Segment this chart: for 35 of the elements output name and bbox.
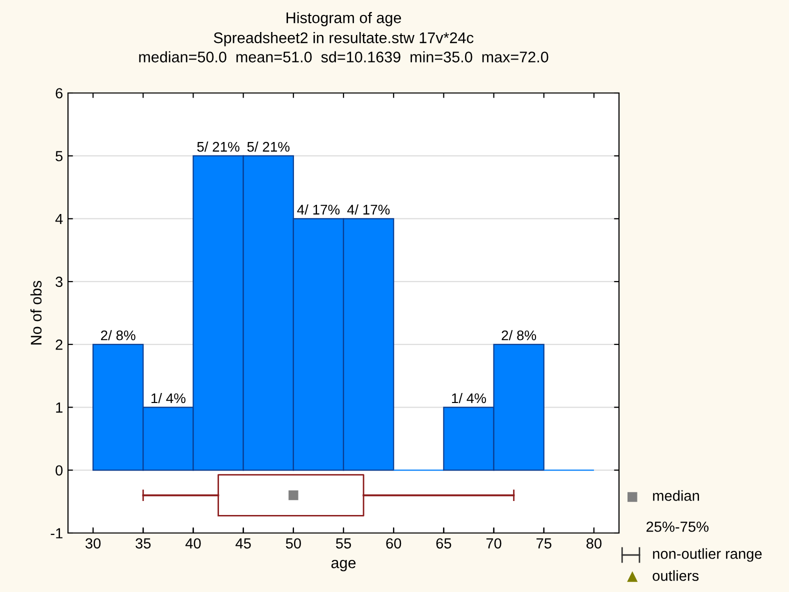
x-tick-label: 50 <box>286 538 301 549</box>
data-label: 4/ 17% <box>297 204 340 215</box>
y-tick-label: 3 <box>56 276 62 287</box>
x-tick-label: 70 <box>486 538 502 549</box>
data-label: 4/ 17% <box>347 204 390 215</box>
y-tick-label: 1 <box>56 402 62 413</box>
data-label: 1/ 4% <box>151 392 186 404</box>
x-tick-label: 30 <box>85 538 101 549</box>
x-tick-label: 35 <box>136 538 151 549</box>
y-tick-label: 0 <box>56 465 63 476</box>
chart-title: Histogram of age <box>286 12 401 26</box>
x-tick-label: 55 <box>336 538 351 549</box>
y-tick-label: 2 <box>56 340 62 350</box>
data-label: 5/ 21% <box>197 142 240 152</box>
text: median <box>653 490 699 501</box>
text: outliers <box>652 570 699 581</box>
chart-subtitle: Spreadsheet2 in resultate.stw 17v*24c median=50.0 mean=51.0 sd=10.1639 min=35.0 max=72.0 <box>139 32 548 62</box>
data-label: 5/ 21% <box>247 142 290 152</box>
y-tick-label: 5 <box>56 151 63 162</box>
y-tick-label: -1 <box>50 528 62 538</box>
data-label: 2/ 8% <box>101 330 136 340</box>
data-label: 2/ 8% <box>502 330 536 340</box>
x-tick-label: 65 <box>436 538 452 549</box>
x-axis-title: age <box>331 560 356 572</box>
y-tick-label: 4 <box>55 214 63 224</box>
x-tick-label: 60 <box>386 538 402 549</box>
text: non-outlier range <box>653 548 762 562</box>
data-label: 1/ 4% <box>452 392 486 404</box>
x-tick-label: 40 <box>185 538 201 549</box>
y-tick-label: 6 <box>56 88 62 98</box>
x-tick-label: 45 <box>236 538 251 549</box>
x-tick-label: 75 <box>536 538 552 549</box>
x-tick-label: 80 <box>586 538 602 549</box>
y-axis-title: No of obs <box>30 280 42 344</box>
text: 25%-75% <box>646 522 708 532</box>
